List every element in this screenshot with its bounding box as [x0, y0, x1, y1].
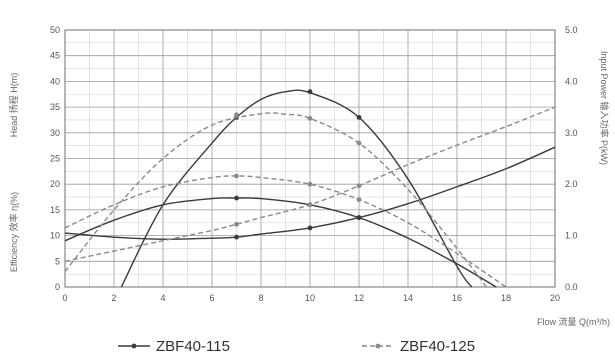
- series-curves: [64, 89, 556, 288]
- zbf40-115-power-kw-point: [356, 215, 362, 221]
- y-right-tick-label: 2.0: [565, 179, 578, 189]
- x-tick-labels: 0 2 4 6 8 10 12 14 16 18 20: [62, 293, 560, 303]
- legend-swatch-marker-zbf40-125: [375, 343, 381, 349]
- x-tick-label: 18: [501, 293, 511, 303]
- series-zbf40-125: [64, 106, 556, 288]
- legend-label-zbf40-125: ZBF40-125: [400, 338, 475, 355]
- zbf40-125-head-point: [307, 116, 313, 121]
- y-right-tick-label: 5.0: [565, 25, 578, 35]
- zbf40-125-head-point: [356, 140, 362, 146]
- legend-item-zbf40-115: ZBF40-115: [118, 338, 230, 355]
- zbf40-115-efficiency-point: [234, 195, 239, 201]
- x-tick-label: 12: [354, 293, 364, 303]
- zbf40-115-head-point: [356, 114, 362, 120]
- zbf40-115-head-point: [307, 89, 313, 95]
- y-left-tick-label: 5: [55, 256, 60, 266]
- zbf40-125-efficiency-point: [307, 181, 313, 187]
- zbf40-125-power-kw-point: [356, 183, 362, 189]
- y-left-bottom-axis-label: Efficiency 效率 η(%): [8, 192, 19, 272]
- y-right-tick-labels: 0.0 1.0 2.0 3.0 4.0 5.0: [565, 25, 578, 292]
- zbf40-125-power-kw-point: [307, 202, 313, 208]
- zbf40-115-power-kw-point: [307, 225, 313, 231]
- y-right-axis-label: Input Power 输入功率 P(kW): [599, 51, 610, 165]
- zbf40-125-efficiency-curve: [64, 175, 507, 288]
- y-left-tick-labels: 0 5 10 15 20 25 30 35 40 45 50: [50, 25, 60, 292]
- y-left-tick-label: 20: [50, 179, 60, 189]
- x-tick-label: 10: [305, 293, 315, 303]
- y-left-tick-label: 50: [50, 25, 60, 35]
- y-left-top-axis-label: Head 扬程 H(m): [8, 73, 19, 138]
- series-zbf40-115: [64, 89, 556, 288]
- legend-label-zbf40-115: ZBF40-115: [156, 338, 230, 355]
- y-right-tick-label: 3.0: [565, 128, 578, 138]
- y-right-tick-label: 4.0: [565, 76, 578, 86]
- zbf40-115-head-curve: [120, 89, 473, 288]
- y-left-tick-label: 45: [50, 51, 60, 61]
- grid-lines: [64, 29, 556, 288]
- y-right-tick-label: 1.0: [565, 231, 578, 241]
- y-right-tick-label: 0.0: [565, 282, 578, 292]
- y-left-tick-label: 0: [55, 282, 60, 292]
- zbf40-115-efficiency-curve: [64, 197, 497, 288]
- y-left-tick-label: 40: [50, 76, 60, 86]
- zbf40-115-power-kw-curve: [64, 146, 556, 240]
- plot-frame: [64, 29, 556, 288]
- y-left-tick-label: 30: [50, 128, 60, 138]
- y-left-tick-label: 15: [50, 205, 60, 215]
- y-left-tick-label: 35: [50, 102, 60, 112]
- x-tick-label: 0: [62, 293, 67, 303]
- x-axis-label: Flow 流量 Q(m³/h): [537, 316, 610, 327]
- legend-swatch-marker-zbf40-115: [131, 343, 137, 349]
- x-tick-label: 2: [111, 293, 116, 303]
- y-left-tick-label: 10: [50, 231, 60, 241]
- zbf40-125-efficiency-point: [234, 173, 239, 179]
- zbf40-125-power-kw-point: [234, 221, 239, 227]
- legend-item-zbf40-125: ZBF40-125: [362, 338, 475, 355]
- x-tick-label: 6: [209, 293, 214, 303]
- zbf40-125-head-point: [234, 112, 239, 118]
- zbf40-125-power-kw-curve: [64, 106, 556, 262]
- x-tick-label: 16: [452, 293, 462, 303]
- zbf40-125-head-curve: [64, 112, 487, 288]
- x-tick-label: 14: [403, 293, 413, 303]
- x-tick-label: 4: [160, 293, 165, 303]
- zbf40-115-power-kw-point: [234, 234, 239, 240]
- legend: ZBF40-115 ZBF40-125: [118, 338, 475, 355]
- y-left-tick-label: 25: [50, 154, 60, 164]
- x-tick-label: 8: [258, 293, 263, 303]
- zbf40-125-efficiency-point: [356, 197, 362, 203]
- x-tick-label: 20: [550, 293, 560, 303]
